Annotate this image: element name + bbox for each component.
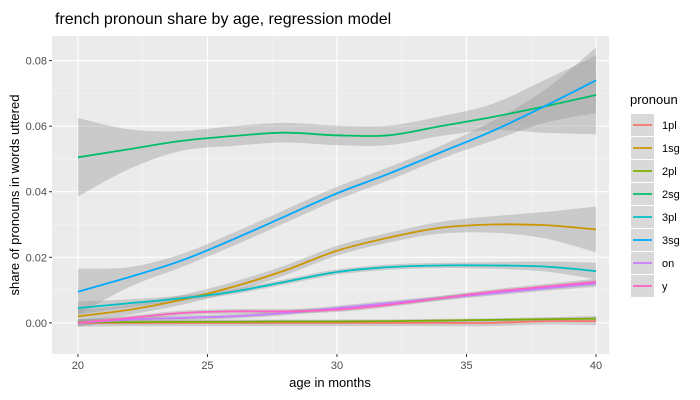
chart-title: french pronoun share by age, regression … <box>55 11 391 28</box>
legend-label: 1sg <box>662 143 680 155</box>
y-axis-title: share of pronouns in words uttered <box>7 95 22 296</box>
legend-keys: 1pl 1sg 2pl 2sg 3pl 3sg on y <box>631 114 680 297</box>
legend-title: pronoun <box>630 92 678 107</box>
legend-item-3sg: 3sg <box>631 229 680 251</box>
x-axis-title: age in months <box>289 375 371 390</box>
legend-label: 3sg <box>662 235 680 247</box>
y-tick-label: 0.06 <box>26 121 47 133</box>
ribbon-2sg <box>77 55 597 197</box>
series-lines <box>77 79 597 324</box>
ribbon-3sg <box>77 47 597 315</box>
legend-label: 3pl <box>662 212 677 224</box>
legend-label: y <box>662 281 668 293</box>
x-tick-label: 20 <box>72 360 84 372</box>
legend-item-y: y <box>631 275 668 297</box>
legend-label: 1pl <box>662 120 677 132</box>
y-tick-label: 0.04 <box>26 187 47 199</box>
series-line-3pl <box>77 264 597 309</box>
series-line-2sg <box>77 94 597 159</box>
x-tick-label: 25 <box>201 360 213 372</box>
axis-ticks: 20 25 30 35 40 0.00 0.02 0.04 0.06 0.08 <box>26 56 603 372</box>
x-tick-label: 30 <box>331 360 343 372</box>
legend-item-2sg: 2sg <box>631 183 680 205</box>
legend-label: on <box>662 258 674 270</box>
y-tick-label: 0.00 <box>26 318 47 330</box>
legend-item-3pl: 3pl <box>631 206 677 228</box>
legend-label: 2sg <box>662 189 680 201</box>
y-tick-label: 0.08 <box>26 56 47 68</box>
legend-item-1sg: 1sg <box>631 137 680 159</box>
legend-item-2pl: 2pl <box>631 160 677 182</box>
y-tick-label: 0.02 <box>26 252 47 264</box>
series-line-on <box>77 282 597 324</box>
legend-label: 2pl <box>662 166 677 178</box>
series-line-y <box>77 280 597 324</box>
series-line-1sg <box>77 223 597 318</box>
series-line-2pl <box>77 317 597 324</box>
series-line-3sg <box>77 79 597 293</box>
x-tick-label: 40 <box>590 360 602 372</box>
legend: pronoun 1pl 1sg 2pl 2sg 3pl 3sg on y <box>630 92 680 297</box>
x-tick-label: 35 <box>460 360 472 372</box>
legend-item-on: on <box>631 252 674 274</box>
legend-item-1pl: 1pl <box>631 114 677 136</box>
